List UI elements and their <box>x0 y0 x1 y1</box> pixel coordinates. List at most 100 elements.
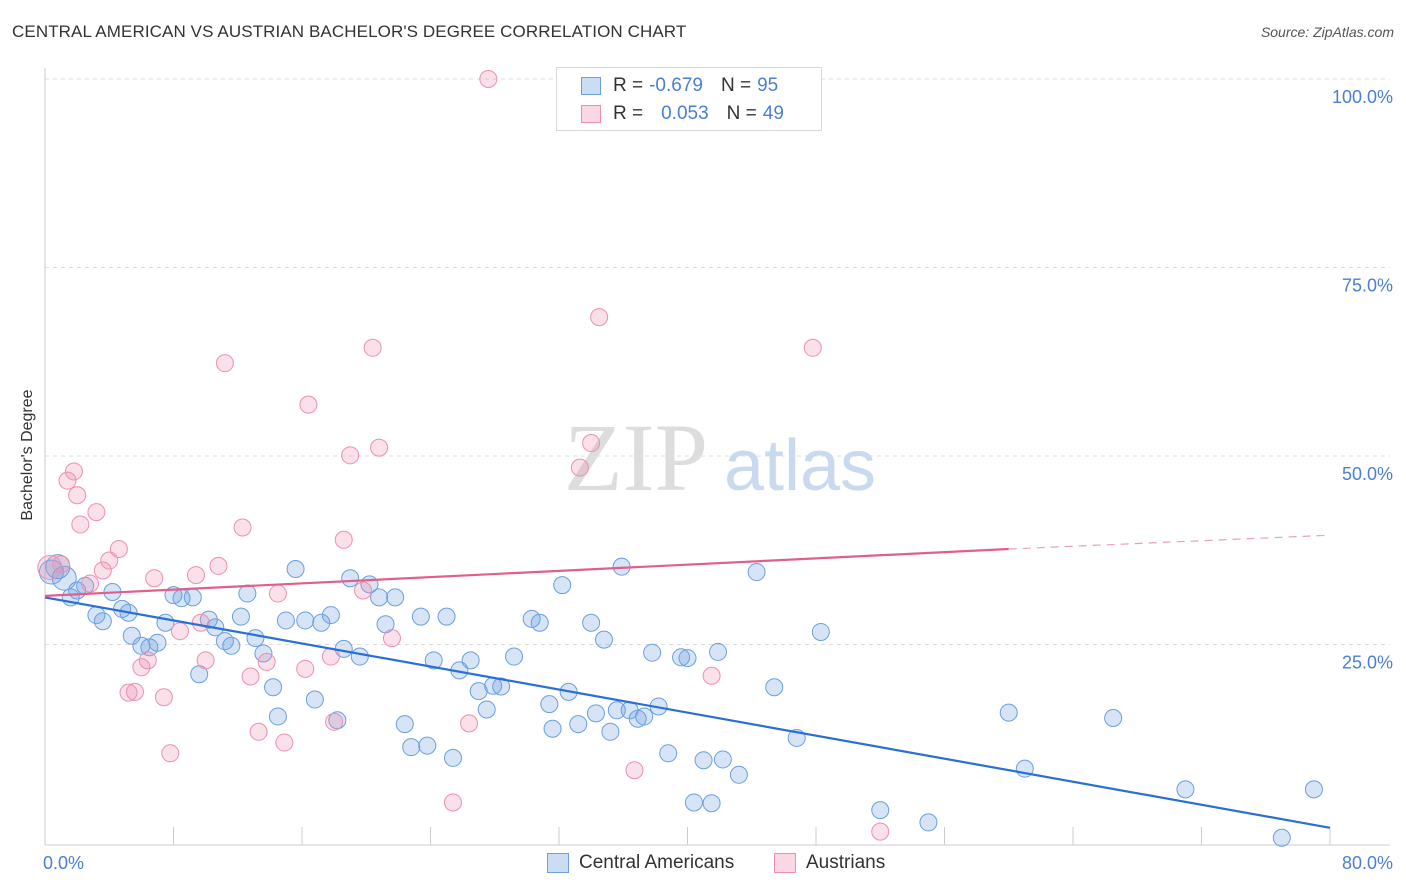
x-tick-label-max: 80.0% <box>1342 853 1393 873</box>
stats-legend: R = -0.679 N = 95 R = 0.053 N = 49 <box>556 67 822 131</box>
point-austrian <box>268 584 287 603</box>
point-central-american <box>586 704 605 723</box>
legend-swatch-central-americans <box>547 853 569 873</box>
point-central-american <box>477 700 496 719</box>
point-central-american <box>729 765 748 784</box>
point-austrian <box>370 438 389 457</box>
legend-item-central-americans[interactable]: Central Americans <box>547 852 734 874</box>
point-central-american <box>350 647 369 666</box>
point-central-american <box>264 678 283 697</box>
point-central-american <box>678 649 697 668</box>
point-austrian <box>249 722 268 741</box>
point-central-american <box>702 794 721 813</box>
watermark-zip: ZIP <box>564 404 708 511</box>
legend-item-austrians[interactable]: Austrians <box>774 852 885 874</box>
point-austrian <box>296 659 315 678</box>
point-austrian <box>233 518 252 537</box>
point-central-american <box>122 626 141 645</box>
point-austrian <box>80 574 99 593</box>
point-central-american <box>999 703 1018 722</box>
point-central-american <box>296 611 315 630</box>
point-central-american <box>341 569 360 588</box>
point-central-american <box>148 633 167 652</box>
series-austrians <box>37 70 890 841</box>
point-austrian <box>354 581 373 600</box>
point-central-american <box>919 813 938 832</box>
legend-label-central-americans: Central Americans <box>579 852 735 873</box>
point-central-american <box>215 632 234 651</box>
point-austrian <box>145 569 164 588</box>
point-central-american <box>268 707 287 726</box>
point-central-american <box>443 748 462 767</box>
point-central-american <box>386 588 405 607</box>
point-austrian <box>196 651 215 670</box>
legend-n-label: N = <box>726 103 757 124</box>
point-central-american <box>694 751 713 770</box>
point-austrian <box>871 822 890 841</box>
legend-r-value: 0.053 <box>661 103 709 124</box>
legend-row-central-americans: R = -0.679 N = 95 <box>581 72 778 100</box>
point-austrian <box>191 613 210 632</box>
point-central-american <box>418 736 437 755</box>
legend-r-value: -0.679 <box>649 75 703 96</box>
point-central-american <box>672 648 691 667</box>
point-central-american <box>328 711 347 730</box>
point-central-american <box>231 607 250 626</box>
point-austrian <box>803 338 822 357</box>
point-austrian <box>170 622 189 641</box>
watermark-atlas: atlas <box>724 426 876 506</box>
point-austrian <box>241 667 260 686</box>
y-tick-label: 75.0% <box>1342 276 1393 296</box>
point-central-american <box>659 744 678 763</box>
legend-swatch-austrians <box>581 105 601 123</box>
point-central-american <box>747 563 766 582</box>
grid-lines <box>45 78 1390 645</box>
point-austrian <box>570 458 589 477</box>
point-austrian <box>209 556 228 575</box>
trend-line-central-americans <box>44 596 1331 829</box>
point-central-american <box>530 613 549 632</box>
legend-n-label: N = <box>720 75 752 96</box>
point-central-american <box>543 719 562 738</box>
point-austrian <box>186 566 205 585</box>
point-central-american <box>1272 828 1291 847</box>
trend-lines <box>44 534 1331 829</box>
point-central-american <box>601 722 620 741</box>
point-austrian <box>64 462 83 481</box>
point-central-american <box>276 611 295 630</box>
y-tick-label: 50.0% <box>1342 464 1393 484</box>
point-austrian <box>68 486 87 505</box>
point-central-american <box>811 622 830 641</box>
point-austrian <box>154 688 173 707</box>
point-austrian <box>625 761 644 780</box>
point-central-american <box>582 613 601 632</box>
point-central-american <box>709 642 728 661</box>
legend-r-label: R = <box>613 75 644 96</box>
point-austrian <box>363 338 382 357</box>
point-central-american <box>246 629 265 648</box>
legend-swatch-austrians <box>774 853 796 873</box>
point-central-american <box>765 678 784 697</box>
point-central-american <box>553 576 572 595</box>
point-austrian <box>161 744 180 763</box>
legend-swatch-central-americans <box>581 77 601 95</box>
y-tick-label: 100.0% <box>1332 87 1393 107</box>
legend-row-austrians: R = 0.053 N = 49 <box>581 100 784 128</box>
point-central-american <box>305 690 324 709</box>
point-austrian <box>299 395 318 414</box>
legend-label-austrians: Austrians <box>806 852 886 873</box>
point-central-american <box>321 606 340 625</box>
point-austrian <box>582 434 601 453</box>
point-central-american <box>607 701 626 720</box>
point-austrian <box>215 354 234 373</box>
point-central-american <box>395 715 414 734</box>
point-central-american <box>871 801 890 820</box>
point-austrian <box>275 733 294 752</box>
point-central-american <box>594 630 613 649</box>
axes <box>44 68 1390 846</box>
x-tick-label-min: 0.0% <box>43 853 84 873</box>
point-austrian <box>325 712 344 731</box>
watermark: ZIP atlas <box>564 404 876 511</box>
point-austrian <box>71 515 90 534</box>
